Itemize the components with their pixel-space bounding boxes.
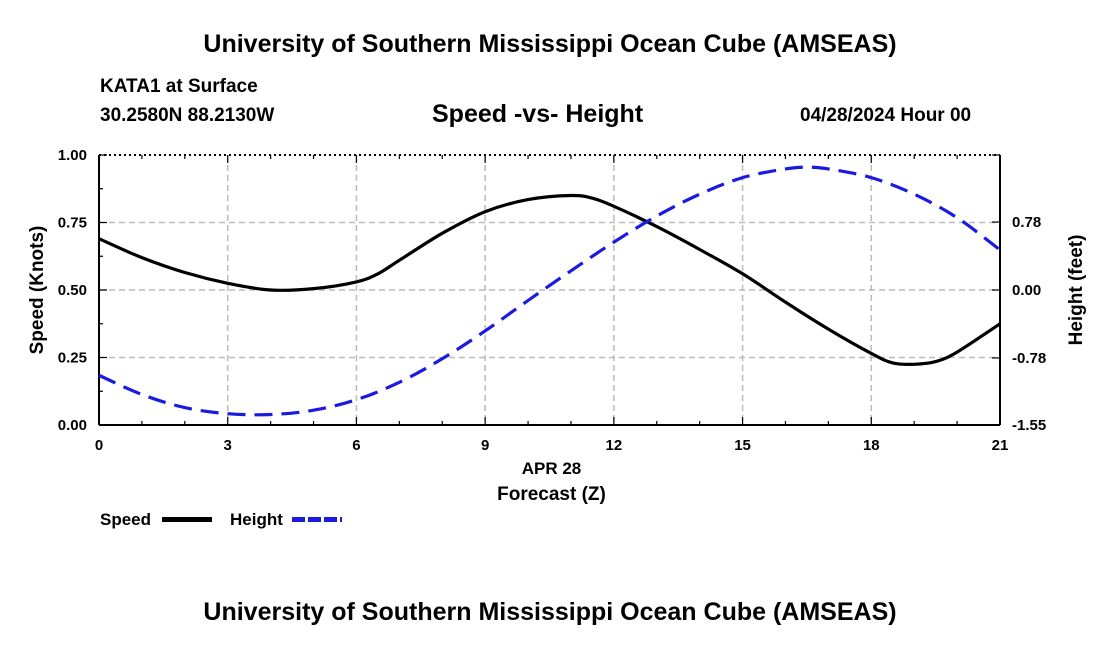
y-right-axis-title: Height (feet)	[1066, 235, 1087, 346]
speed-series-line	[98, 193, 1001, 367]
x-tick-label: 21	[992, 437, 1009, 454]
legend-height-swatch	[292, 517, 342, 522]
x-tick-label: 18	[863, 437, 880, 454]
bottom-title: University of Southern Mississippi Ocean…	[203, 598, 897, 626]
y-right-tick-label: 0.78	[1012, 214, 1041, 231]
y-left-tick-label: 0.75	[58, 215, 87, 232]
top-title: University of Southern Mississippi Ocean…	[203, 30, 897, 58]
y-right-tick-label: 0.00	[1012, 282, 1041, 299]
height-series-line	[98, 165, 1001, 417]
coordinates-label: 30.2580N 88.2130W	[100, 105, 275, 126]
y-left-tick-label: 1.00	[58, 147, 87, 164]
y-left-tick-label: 0.25	[58, 350, 87, 367]
station-label: KATA1 at Surface	[100, 76, 258, 97]
x-tick-label: 6	[352, 437, 360, 454]
legend-speed-label: Speed	[100, 510, 152, 529]
x-tick-label: 9	[481, 437, 489, 454]
x-tick-label: 3	[224, 437, 232, 454]
x-tick-label: 0	[95, 437, 103, 454]
x-axis-title: Forecast (Z)	[497, 484, 606, 505]
y-left-tick-label: 0.00	[58, 417, 87, 434]
y-left-tick-label: 0.50	[58, 282, 87, 299]
plot-title: Speed -vs- Height	[432, 100, 644, 128]
x-tick-label: 15	[734, 437, 751, 454]
y-right-tick-label: -0.78	[1012, 350, 1046, 367]
x-date-label: APR 28	[522, 459, 582, 478]
timestamp-label: 04/28/2024 Hour 00	[800, 105, 972, 126]
legend-speed-swatch	[162, 517, 212, 522]
y-left-axis-title: Speed (Knots)	[27, 226, 48, 355]
y-right-tick-label: -1.55	[1012, 417, 1046, 434]
legend-height-label: Height	[230, 510, 283, 529]
x-tick-label: 12	[606, 437, 623, 454]
